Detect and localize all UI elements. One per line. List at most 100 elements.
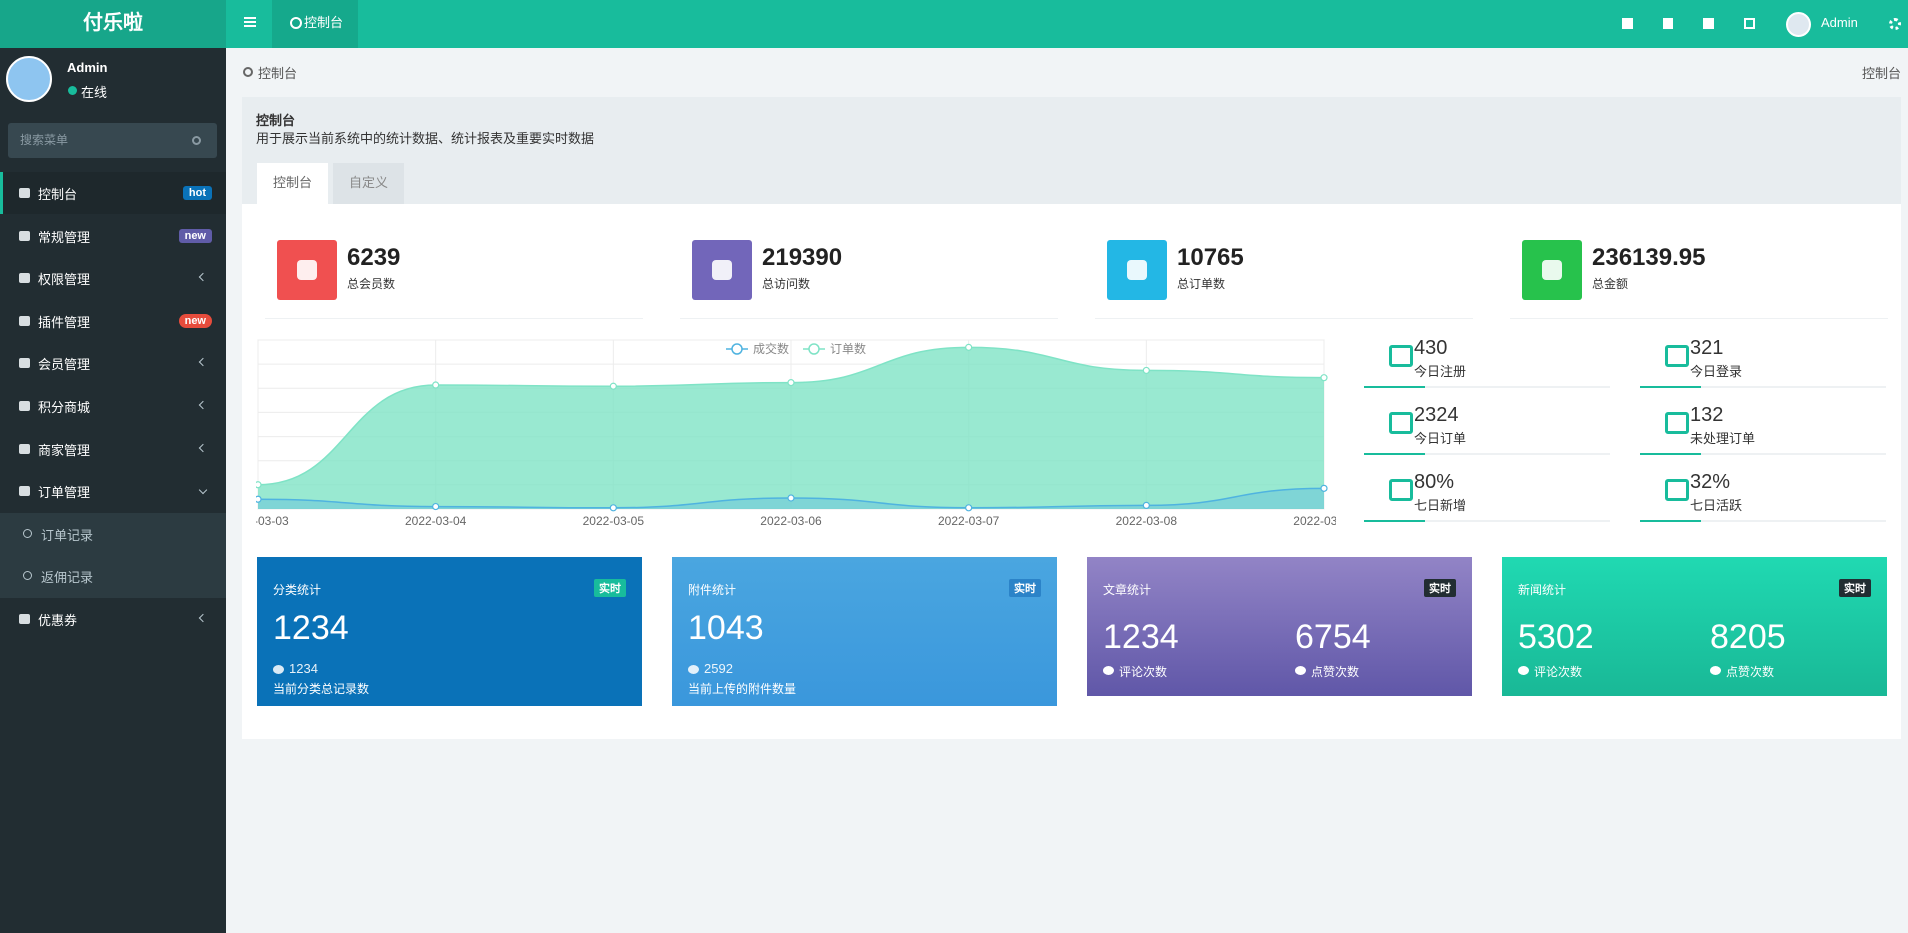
menu-badge: new	[178, 313, 212, 328]
quick-value: 430	[1414, 337, 1448, 359]
menu-item[interactable]: 优惠券	[38, 613, 78, 628]
menu-item[interactable]: 会员管理	[38, 357, 91, 373]
panel-tab[interactable]: 自定义	[333, 163, 404, 204]
menu-item[interactable]: 订单管理	[38, 485, 91, 501]
submenu-icon	[23, 528, 32, 538]
stat-label: 总访问数	[762, 277, 811, 291]
point	[1142, 366, 1150, 375]
brand[interactable]: 付乐啦	[0, 0, 226, 48]
card-badge: 实时	[1009, 579, 1041, 597]
stat-value: 219390	[762, 244, 843, 271]
menu-item[interactable]: 积分商城	[38, 400, 91, 415]
menu-arrow	[198, 613, 208, 623]
lang-icon[interactable]	[1703, 18, 1714, 29]
menu-item[interactable]: 权限管理	[38, 272, 91, 288]
stat-divider	[1095, 318, 1473, 319]
point	[965, 504, 973, 512]
card-label: 点赞次数	[1311, 665, 1360, 679]
quick-label: 七日新增	[1414, 498, 1467, 513]
search-box[interactable]: 搜索菜单	[8, 123, 217, 158]
point	[965, 343, 973, 351]
topbar: 控制台 Admin	[226, 0, 1908, 48]
panel-tab[interactable]: 控制台	[257, 163, 328, 204]
breadcrumb-right[interactable]: 控制台	[1862, 66, 1902, 81]
card-sub-value: 1234	[289, 661, 318, 676]
card-badge: 实时	[1424, 579, 1456, 597]
menu-item[interactable]: 控制台	[38, 187, 78, 202]
card-sub-label: 当前分类总记录数	[273, 682, 370, 696]
quick-divider	[1364, 520, 1610, 522]
stat-glyph	[1127, 260, 1147, 280]
stat-value: 6239	[347, 244, 401, 271]
menu-item[interactable]: 插件管理	[38, 314, 91, 330]
chart: 2022-03-03 2022-03-04 2022-03-05 2022-03-06…	[256, 339, 1336, 528]
point	[1320, 374, 1328, 382]
home-icon[interactable]	[1622, 18, 1633, 29]
card-value: 5302	[1518, 618, 1594, 656]
quick-value: 321	[1690, 337, 1724, 359]
menu-icon	[19, 358, 30, 369]
stat-card[interactable]: 分类统计 实时 1234 1234 当前分类总记录数	[257, 557, 642, 706]
quick-divider	[1364, 386, 1610, 388]
status-dot	[68, 86, 77, 95]
menu-icon	[19, 273, 30, 284]
card-value: 6754	[1295, 618, 1371, 656]
user-status: 在线	[81, 85, 108, 100]
stat-divider	[680, 318, 1058, 319]
x-tick-label: 2022-03-05	[583, 514, 645, 528]
quick-divider	[1640, 386, 1886, 388]
menu-badge: new	[178, 228, 212, 243]
search-icon	[192, 136, 201, 145]
stat-label: 总金额	[1592, 277, 1629, 291]
quick-bar	[1364, 386, 1425, 388]
quick-icon	[1665, 479, 1689, 501]
card-badge: 实时	[1839, 579, 1871, 597]
point	[432, 381, 440, 389]
x-tick-label: 2022-03-07	[938, 514, 1000, 528]
menu-arrow	[198, 358, 208, 367]
panel-description: 用于展示当前系统中的统计数据、统计报表及重要实时数据	[256, 131, 595, 146]
card-title: 附件统计	[688, 583, 737, 597]
card-label-icon	[1518, 666, 1529, 675]
point	[787, 494, 795, 502]
card-title: 新闻统计	[1518, 583, 1567, 597]
quick-icon	[1389, 479, 1413, 501]
quick-bar	[1364, 520, 1425, 522]
card-label: 评论次数	[1119, 665, 1168, 679]
card-sub-icon	[273, 665, 284, 674]
point	[432, 502, 440, 511]
menu-icon	[19, 188, 30, 198]
stat-card[interactable]: 文章统计 实时 1234 评论次数 6754 点赞次数	[1087, 557, 1472, 696]
card-title: 分类统计	[273, 583, 322, 597]
card-badge: 实时	[594, 579, 626, 597]
fullscreen-icon[interactable]	[1744, 18, 1755, 29]
point	[609, 382, 617, 390]
stat-label: 总订单数	[1177, 277, 1226, 291]
menu-toggle[interactable]	[244, 17, 256, 19]
area	[258, 347, 1324, 509]
trash-icon[interactable]	[1663, 18, 1673, 29]
card-value: 1234	[1103, 618, 1179, 656]
submenu-item[interactable]: 订单记录	[41, 527, 94, 543]
breadcrumb[interactable]: 控制台	[258, 66, 298, 81]
top-tab[interactable]: 控制台	[272, 0, 358, 48]
submenu-item[interactable]: 返佣记录	[41, 570, 94, 586]
menu-icon	[19, 315, 30, 326]
menu-item[interactable]: 常规管理	[38, 229, 91, 245]
stat-divider	[265, 318, 643, 319]
breadcrumb-icon	[243, 67, 253, 77]
quick-bar	[1640, 520, 1701, 522]
stat-glyph	[297, 260, 317, 280]
settings-icon[interactable]	[1889, 18, 1901, 30]
stat-card[interactable]: 新闻统计 实时 5302 评论次数 8205 点赞次数	[1502, 557, 1887, 696]
tab-icon	[290, 17, 302, 29]
quick-label: 未处理订单	[1690, 431, 1756, 446]
x-tick-label: 2022-03-03	[256, 514, 289, 528]
stat-card[interactable]: 附件统计 实时 1043 2592 当前上传的附件数量	[672, 557, 1057, 706]
top-user[interactable]: Admin	[1821, 15, 1858, 30]
legend-marker	[808, 343, 820, 355]
submenu-icon	[23, 571, 32, 581]
avatar-small[interactable]	[1786, 12, 1811, 37]
menu-item[interactable]: 商家管理	[38, 442, 91, 458]
menu-icon	[19, 401, 30, 411]
